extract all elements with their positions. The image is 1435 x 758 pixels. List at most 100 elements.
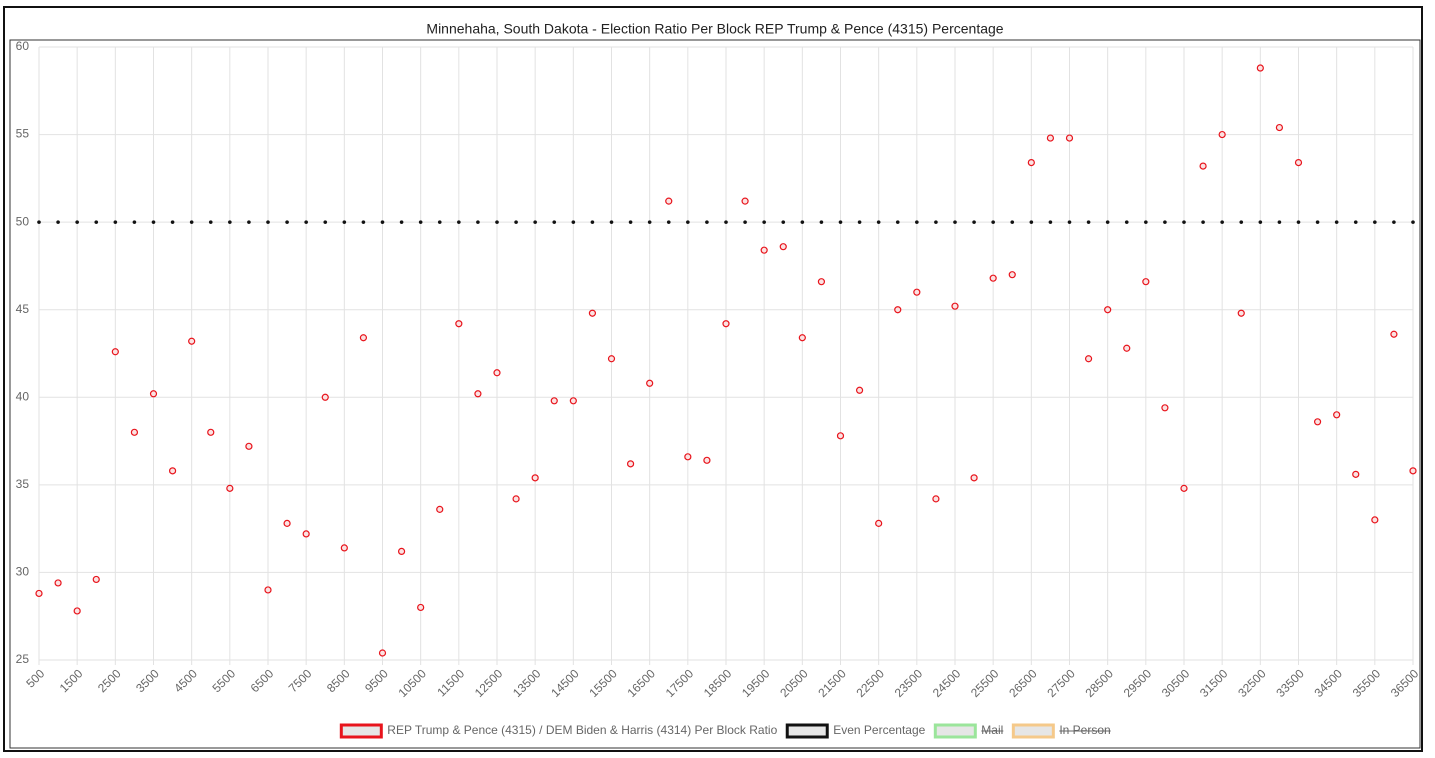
- y-tick-label: 55: [16, 127, 30, 141]
- x-tick-label: 34500: [1312, 666, 1346, 700]
- data-point: [1142, 278, 1150, 286]
- reference-dot: [1334, 220, 1339, 224]
- x-tick-label: 14500: [548, 666, 582, 700]
- reference-dot: [247, 220, 251, 224]
- data-point: [168, 467, 177, 475]
- reference-dot: [437, 220, 442, 224]
- data-point: [207, 428, 215, 436]
- data-point: [798, 334, 806, 342]
- x-tick-label: 9500: [362, 666, 391, 695]
- data-point: [531, 474, 539, 482]
- legend-item: REP Trump & Pence (4315) / DEM Biden & H…: [339, 723, 778, 739]
- data-point: [188, 337, 196, 345]
- reference-dot: [1392, 220, 1396, 224]
- reference-dot: [1048, 220, 1053, 224]
- reference-dot: [1201, 220, 1205, 224]
- data-point: [1161, 404, 1169, 412]
- reference-dot: [285, 220, 289, 224]
- x-tick-label: 2500: [95, 666, 124, 695]
- x-tick-label: 11500: [434, 666, 467, 699]
- reference-dot: [857, 220, 862, 224]
- data-point: [1065, 134, 1074, 142]
- x-tick-label: 21500: [815, 666, 849, 700]
- x-tick-label: 31500: [1197, 666, 1231, 700]
- reference-dot: [342, 220, 347, 224]
- reference-dot: [533, 220, 537, 224]
- data-point: [894, 306, 902, 314]
- legend-swatch: [933, 723, 977, 739]
- reference-dot: [915, 220, 919, 224]
- data-point: [989, 274, 997, 282]
- data-point: [245, 442, 253, 450]
- reference-dot: [380, 220, 385, 224]
- data-point: [1008, 271, 1016, 279]
- legend-item: In Person: [1011, 723, 1111, 739]
- reference-dot: [1124, 220, 1129, 224]
- data-point: [455, 320, 463, 328]
- reference-dot: [934, 220, 938, 224]
- data-point: [226, 484, 234, 492]
- reference-dot: [686, 220, 690, 224]
- x-tick-label: 15500: [586, 666, 620, 700]
- reference-dot: [895, 220, 900, 224]
- x-tick-label: 5500: [209, 666, 238, 695]
- data-point: [35, 589, 43, 598]
- x-tick-label: 7500: [286, 666, 315, 695]
- x-tick-label: 25500: [968, 666, 1002, 700]
- reference-dot: [800, 220, 805, 224]
- x-tick-label: 8500: [324, 666, 353, 695]
- reference-dot: [705, 220, 709, 224]
- y-tick-label: 45: [16, 302, 30, 316]
- x-tick-label: 24500: [930, 666, 964, 700]
- reference-dot: [266, 220, 270, 224]
- data-point: [913, 288, 921, 296]
- reference-dot: [838, 220, 843, 224]
- data-point: [54, 579, 62, 587]
- reference-dot: [781, 220, 786, 224]
- reference-dot: [628, 220, 633, 224]
- data-point: [665, 197, 673, 205]
- legend-label: Mail: [981, 723, 1003, 737]
- legend-label: Even Percentage: [833, 723, 925, 737]
- reference-dot: [647, 220, 652, 224]
- x-tick-label: 3500: [133, 666, 162, 695]
- reference-dot: [1010, 220, 1015, 224]
- data-point: [646, 379, 654, 387]
- data-point: [1256, 64, 1264, 72]
- reference-dot: [476, 220, 480, 224]
- data-point: [359, 334, 368, 342]
- data-point: [1371, 516, 1379, 524]
- x-tick-label: 28500: [1083, 666, 1117, 700]
- x-tick-label: 22500: [854, 666, 888, 700]
- x-tick-label: 29500: [1121, 666, 1155, 700]
- reference-dot: [876, 220, 881, 224]
- legend-swatch: [1011, 723, 1055, 739]
- x-tick-label: 20500: [777, 666, 811, 700]
- data-point: [1294, 158, 1303, 167]
- data-point: [684, 453, 692, 461]
- data-point: [1199, 162, 1207, 170]
- reference-dot: [189, 220, 194, 224]
- reference-dot: [1144, 220, 1148, 224]
- data-point: [722, 320, 730, 328]
- reference-dot: [94, 220, 99, 224]
- data-point: [417, 603, 425, 612]
- data-point: [474, 390, 482, 398]
- data-point: [92, 575, 100, 584]
- reference-dot: [514, 220, 518, 224]
- y-tick-label: 30: [16, 565, 30, 579]
- reference-dot: [666, 220, 671, 224]
- x-tick-label: 500: [23, 666, 47, 690]
- x-tick-label: 36500: [1388, 666, 1422, 700]
- data-point: [741, 197, 749, 205]
- reference-dot: [819, 220, 824, 224]
- legend-item: Mail: [933, 723, 1004, 739]
- data-point: [493, 369, 501, 377]
- data-point: [1218, 130, 1226, 139]
- reference-dot: [1296, 220, 1301, 224]
- reference-dot: [323, 220, 328, 224]
- data-point: [340, 544, 348, 552]
- reference-dot: [457, 220, 461, 224]
- data-point: [512, 495, 520, 503]
- data-point: [779, 243, 787, 251]
